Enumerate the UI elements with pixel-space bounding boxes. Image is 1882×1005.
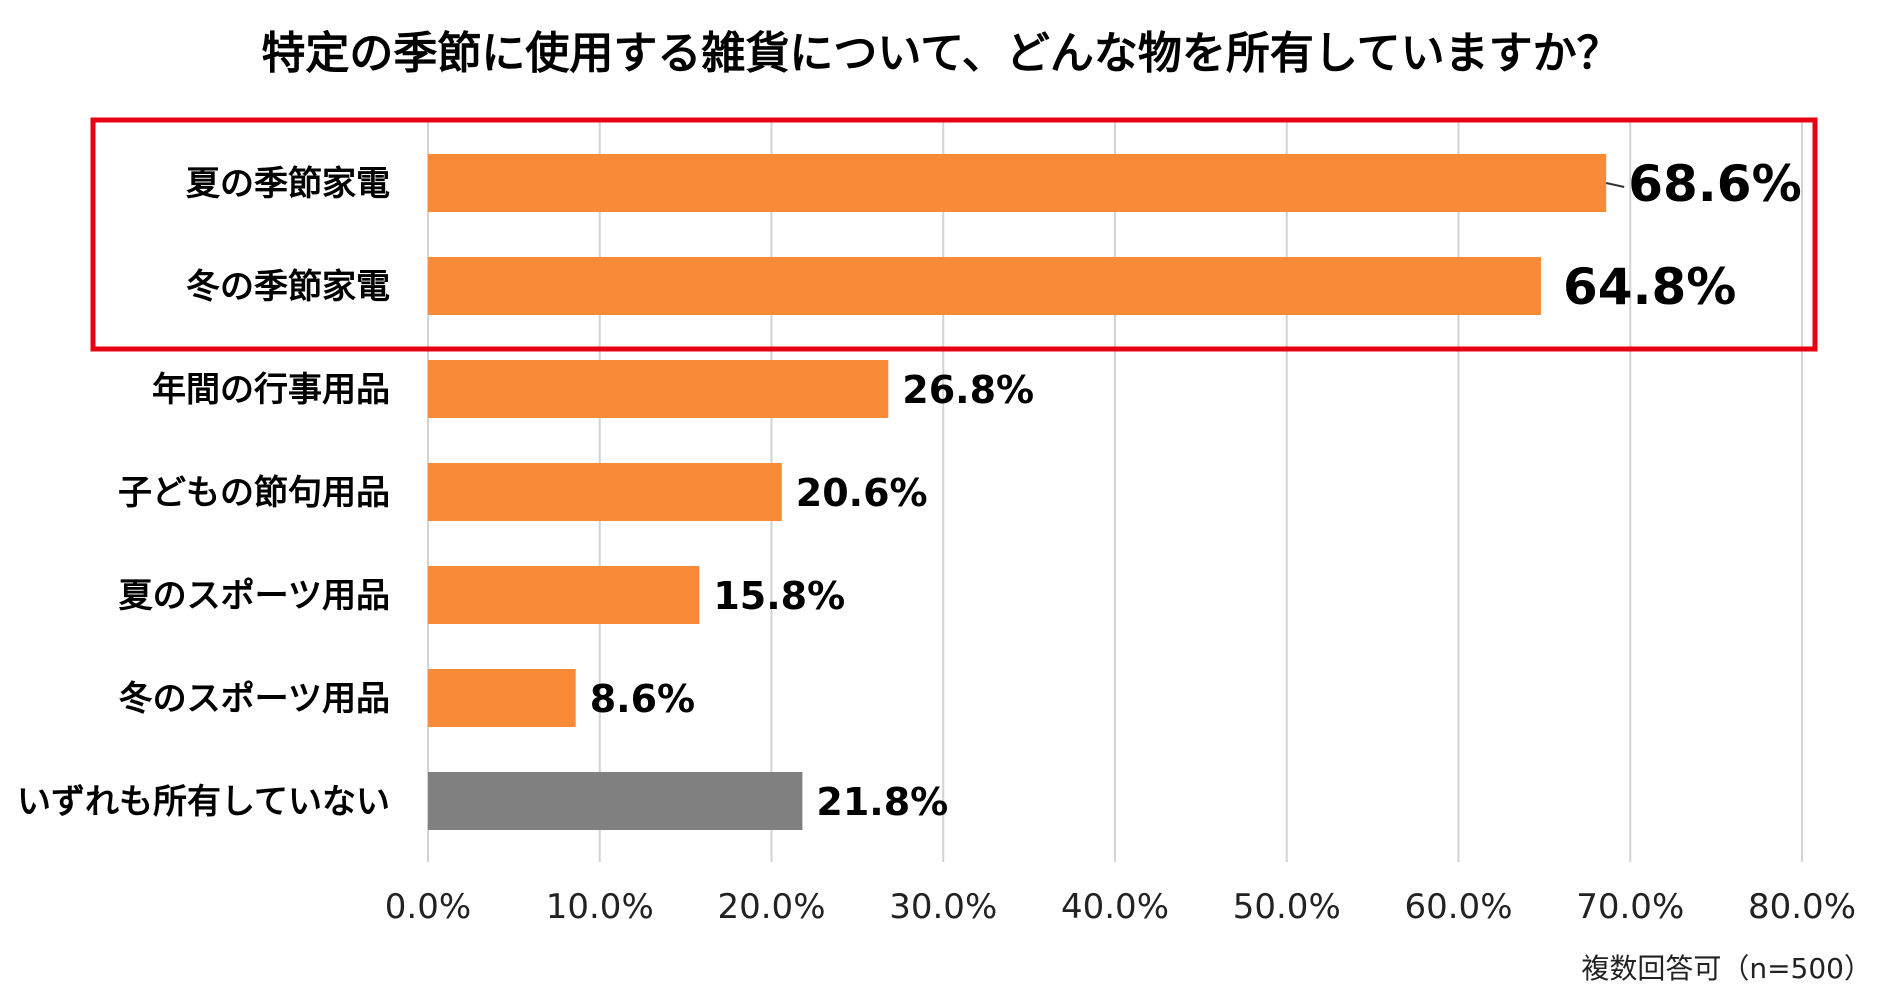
value-label: 64.8% [1563,258,1736,316]
category-label: 冬の季節家電 [186,267,390,307]
category-label: 夏のスポーツ用品 [119,576,390,616]
category-label: いずれも所有していない [17,782,390,822]
value-label: 8.6% [590,677,695,721]
gridlines [427,118,1803,862]
highlight-rect [90,117,1818,352]
x-tick-label: 0.0% [385,887,471,927]
x-axis-ticks: 0.0% 10.0% 20.0% 30.0% 40.0% 50.0% 60.0% 70.0% 8… [385,887,1856,927]
bar [428,463,782,521]
category-label: 子どもの節句用品 [118,473,390,513]
bar [428,360,889,418]
bar [428,154,1607,212]
value-label: 68.6% [1628,155,1801,213]
category-label: 夏の季節家電 [186,164,390,204]
labels: 夏の季節家電 68.6% 冬の季節家電 64.8% 年間の行事用品 26.8% 子どもの節句… [17,155,1802,824]
x-tick-label: 50.0% [1233,887,1341,927]
x-tick-label: 10.0% [546,887,654,927]
bar [428,257,1541,315]
sample-note: 複数回答可（n=500） [1581,952,1872,985]
bar [428,566,700,624]
label-leader [1605,182,1625,188]
value-label: 20.6% [796,471,928,515]
x-tick-label: 30.0% [889,887,997,927]
category-label: 年間の行事用品 [152,370,390,410]
value-label: 15.8% [713,574,845,618]
value-label: 26.8% [902,368,1034,412]
x-tick-label: 80.0% [1748,887,1856,927]
bar [428,669,576,727]
x-tick-label: 20.0% [717,887,825,927]
x-tick-label: 60.0% [1404,887,1512,927]
category-label: 冬のスポーツ用品 [119,679,390,719]
chart-title: 特定の季節に使用する雑貨について、どんな物を所有していますか？ [261,28,1620,79]
bar [428,772,803,830]
x-tick-label: 70.0% [1576,887,1684,927]
x-tick-label: 40.0% [1061,887,1169,927]
highlight-box [90,117,1818,352]
bars [428,154,1607,830]
value-label: 21.8% [816,780,948,824]
